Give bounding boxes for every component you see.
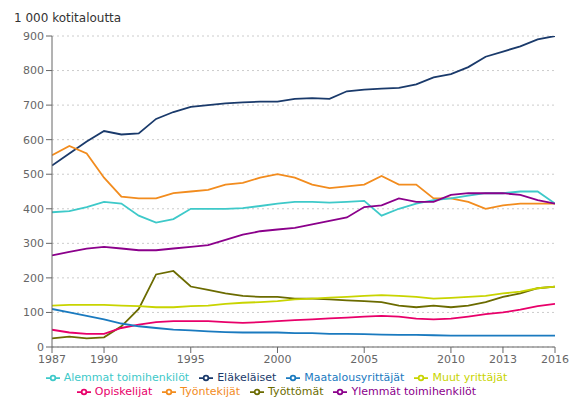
svg-text:600: 600	[23, 134, 44, 147]
svg-text:200: 200	[23, 272, 44, 285]
svg-text:900: 900	[23, 30, 44, 43]
html-text:Työttömät: Työttömät	[268, 385, 324, 398]
html-text:Muut yrittäjät: Muut yrittäjät	[432, 371, 508, 384]
html-text:Eläkeläiset: Eläkeläiset	[217, 371, 277, 384]
html-text:Maatalousyrittäjät: Maatalousyrittäjät	[304, 371, 405, 384]
html-text:Opiskelijat: Opiskelijat	[94, 385, 153, 398]
svg-text:2016: 2016	[541, 353, 569, 366]
svg-text:2000: 2000	[263, 353, 291, 366]
svg-text:800: 800	[23, 64, 44, 77]
svg-text:300: 300	[23, 237, 44, 250]
svg-text:0: 0	[37, 341, 44, 354]
svg-text:700: 700	[23, 99, 44, 112]
svg-text:2010: 2010	[437, 353, 465, 366]
svg-text:2013: 2013	[489, 353, 517, 366]
html-text:Työntekijät: Työntekijät	[180, 385, 241, 398]
svg-text:2005: 2005	[350, 353, 378, 366]
svg-text:400: 400	[23, 203, 44, 216]
svg-text:1990: 1990	[90, 353, 118, 366]
svg-text:1995: 1995	[177, 353, 205, 366]
html-text:Alemmat toimihenkilöt: Alemmat toimihenkilöt	[63, 371, 190, 384]
svg-text:500: 500	[23, 168, 44, 181]
html-text:1 000 kotitaloutta: 1 000 kotitaloutta	[14, 11, 122, 25]
html-text:Ylemmät toimihenkilöt: Ylemmät toimihenkilöt	[351, 385, 477, 398]
svg-text:1987: 1987	[38, 353, 66, 366]
svg-text:100: 100	[23, 306, 44, 319]
